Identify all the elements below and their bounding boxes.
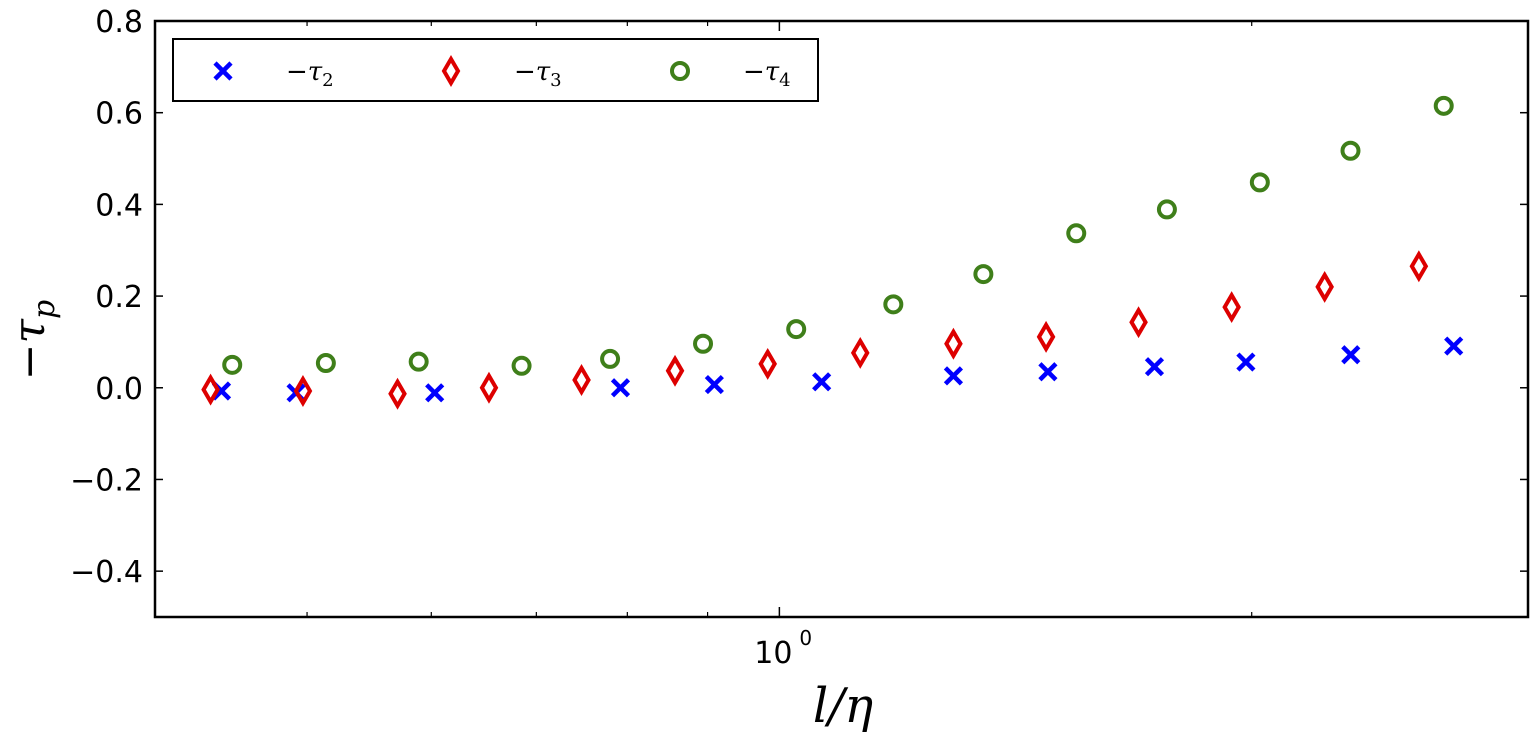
- data-point-marker: [758, 347, 778, 380]
- data-point-marker: [944, 327, 963, 360]
- data-point-marker: [1066, 223, 1087, 244]
- data-point-marker: [693, 333, 714, 354]
- legend-item: −τ4: [670, 57, 791, 91]
- data-point-marker: [511, 355, 532, 376]
- y-axis-label-sub: p: [27, 300, 62, 319]
- legend-item: −τ2: [213, 57, 334, 91]
- data-point-marker: [1444, 336, 1464, 356]
- x-axis-ticks: 10 0: [306, 21, 1253, 671]
- data-point-marker: [812, 372, 832, 392]
- data-point-marker: [425, 383, 445, 403]
- data-point-marker: [1129, 306, 1148, 339]
- data-point-marker: [850, 336, 870, 369]
- data-point-marker: [1144, 357, 1165, 377]
- data-point-marker: [1236, 352, 1256, 372]
- x-axis-label: l/η: [813, 678, 874, 734]
- series-d: [201, 250, 1429, 410]
- data-point-marker: [1341, 345, 1361, 365]
- data-point-marker: [201, 373, 220, 406]
- data-point-marker: [665, 354, 685, 387]
- data-point-marker: [1433, 95, 1454, 116]
- data-point-marker: [408, 351, 429, 372]
- data-point-marker: [943, 366, 964, 386]
- data-point-marker: [479, 371, 499, 404]
- y-tick-label: 0.8: [95, 5, 143, 40]
- data-point-marker: [1038, 362, 1058, 382]
- x-tick-label: 10: [754, 636, 792, 671]
- legend: −τ2 −τ3 −τ4: [172, 38, 819, 102]
- series-x: [211, 336, 1464, 403]
- data-point-marker: [610, 378, 631, 398]
- data-point-marker: [1340, 140, 1361, 161]
- legend-label: −τ4: [743, 57, 791, 91]
- data-points: [201, 95, 1464, 410]
- y-axis-ticks: 0.8 0.6 0.4 0.2 0.0 −0.2 −0.4: [70, 5, 1528, 590]
- data-point-marker: [704, 374, 724, 395]
- data-point-marker: [572, 364, 591, 396]
- x-marker-icon: [213, 61, 233, 81]
- data-point-marker: [1315, 270, 1334, 303]
- data-point-marker: [388, 377, 407, 410]
- data-point-marker: [293, 375, 313, 407]
- data-point-marker: [973, 264, 994, 285]
- data-point-marker: [1222, 291, 1241, 324]
- data-point-marker: [315, 353, 336, 374]
- data-point-marker: [883, 294, 904, 315]
- svg-text:−τp: −τp: [4, 300, 62, 380]
- data-point-marker: [1249, 172, 1270, 193]
- data-point-marker: [1409, 250, 1429, 283]
- y-tick-label: 0.0: [95, 372, 143, 407]
- data-point-marker: [1156, 199, 1177, 220]
- y-tick-label: 0.6: [95, 97, 143, 132]
- data-point-marker: [1036, 320, 1056, 353]
- data-point-marker: [222, 354, 243, 375]
- y-tick-label: 0.4: [95, 188, 143, 223]
- data-point-marker: [600, 348, 621, 369]
- y-tick-label: 0.2: [95, 280, 143, 315]
- diamond-marker-icon: [441, 55, 461, 87]
- plot-frame: [153, 19, 1530, 619]
- legend-frame: [172, 38, 819, 102]
- y-tick-label: −0.4: [70, 555, 143, 590]
- legend-label: −τ3: [514, 57, 562, 91]
- y-axis-label: −τp: [4, 300, 62, 380]
- data-point-marker: [786, 319, 807, 340]
- legend-label: −τ2: [286, 57, 334, 91]
- legend-item: −τ3: [441, 55, 562, 91]
- series-o: [222, 95, 1454, 376]
- y-tick-label: −0.2: [70, 463, 143, 498]
- circle-marker-icon: [670, 61, 690, 81]
- y-axis-label-text: −τ: [4, 318, 55, 380]
- x-tick-label-exponent: 0: [799, 626, 812, 650]
